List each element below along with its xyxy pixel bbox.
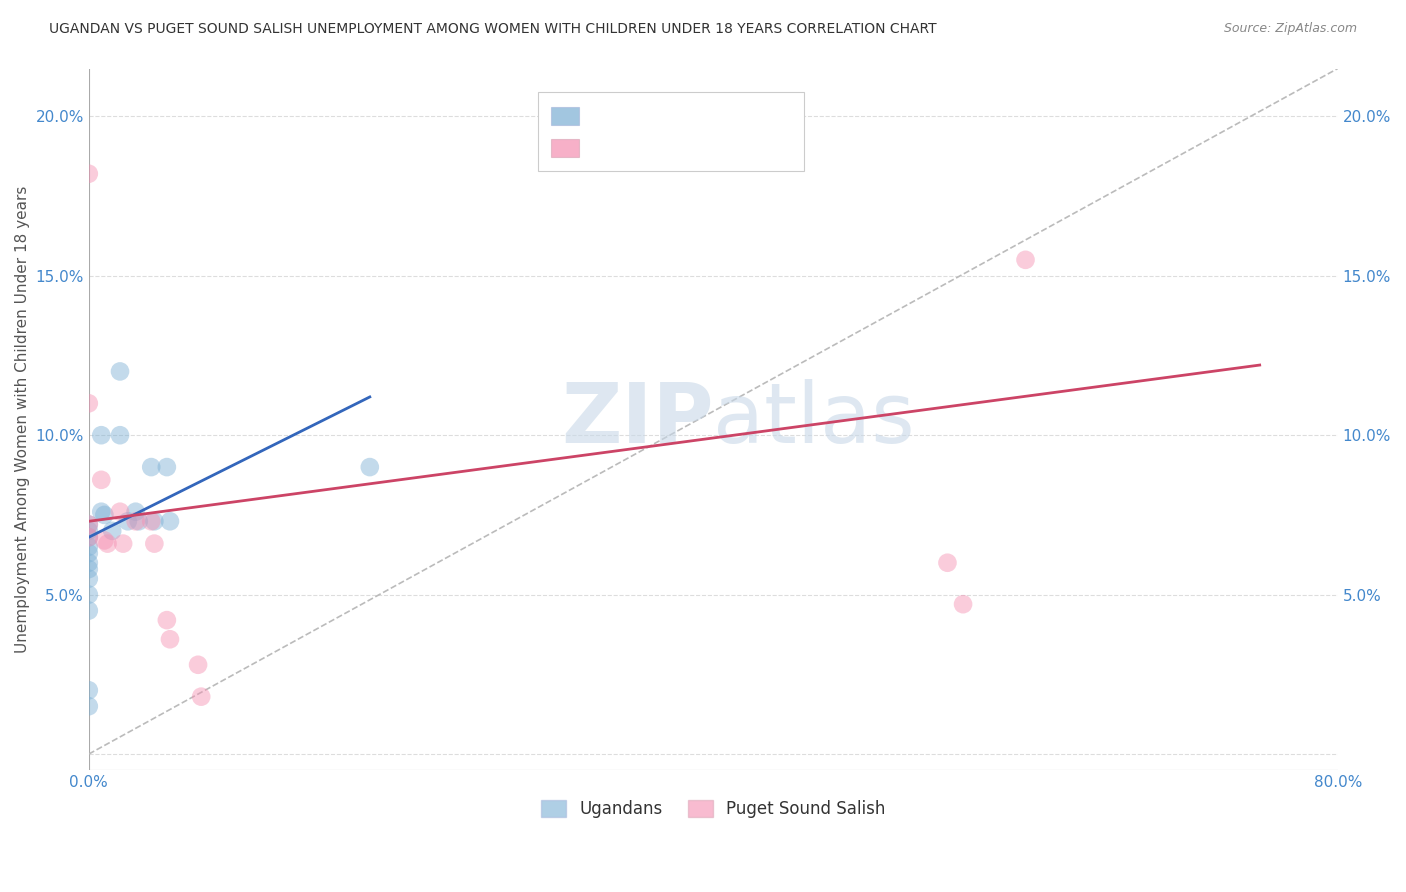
Point	[77, 167, 100, 181]
Point	[77, 517, 100, 532]
Point	[77, 683, 100, 698]
Point	[77, 524, 100, 538]
Point	[93, 533, 115, 548]
Point	[101, 524, 124, 538]
Point	[124, 514, 146, 528]
Text: 0.291: 0.291	[627, 107, 679, 126]
Text: ZIP: ZIP	[561, 379, 713, 459]
Point	[141, 460, 163, 475]
Point	[156, 460, 179, 475]
Text: 19: 19	[723, 139, 745, 157]
Point	[77, 546, 100, 560]
Point	[77, 699, 100, 714]
Point	[143, 514, 166, 528]
Point	[77, 396, 100, 410]
Point	[77, 572, 100, 586]
Point	[159, 514, 181, 528]
Point	[77, 603, 100, 617]
Text: Source: ZipAtlas.com: Source: ZipAtlas.com	[1223, 22, 1357, 36]
Point	[90, 505, 112, 519]
Point	[90, 473, 112, 487]
Point	[77, 588, 100, 602]
Point	[117, 514, 139, 528]
Text: N =: N =	[683, 107, 720, 126]
Legend: Ugandans, Puget Sound Salish: Ugandans, Puget Sound Salish	[534, 793, 891, 825]
Point	[96, 536, 118, 550]
Point	[143, 536, 166, 550]
Text: 26: 26	[723, 107, 745, 126]
Point	[108, 364, 131, 378]
Point	[77, 517, 100, 532]
Point	[77, 530, 100, 544]
Text: R =: R =	[588, 139, 624, 157]
Text: N =: N =	[683, 139, 720, 157]
Y-axis label: Unemployment Among Women with Children Under 18 years: Unemployment Among Women with Children U…	[15, 186, 30, 653]
Point	[159, 632, 181, 647]
Point	[77, 556, 100, 570]
Point	[124, 505, 146, 519]
Text: 0.312: 0.312	[627, 139, 679, 157]
Point	[128, 514, 150, 528]
Point	[77, 530, 100, 544]
Text: R =: R =	[588, 107, 624, 126]
Point	[1014, 252, 1036, 267]
Point	[77, 540, 100, 554]
Point	[936, 556, 959, 570]
Point	[108, 428, 131, 442]
Point	[952, 597, 974, 611]
Point	[156, 613, 179, 627]
Text: atlas: atlas	[713, 379, 915, 459]
Point	[90, 428, 112, 442]
Point	[112, 536, 135, 550]
Point	[187, 657, 209, 672]
Point	[190, 690, 212, 704]
Text: UGANDAN VS PUGET SOUND SALISH UNEMPLOYMENT AMONG WOMEN WITH CHILDREN UNDER 18 YE: UGANDAN VS PUGET SOUND SALISH UNEMPLOYME…	[49, 22, 936, 37]
Point	[141, 514, 163, 528]
Point	[108, 505, 131, 519]
Point	[93, 508, 115, 522]
Point	[77, 562, 100, 576]
Point	[359, 460, 381, 475]
